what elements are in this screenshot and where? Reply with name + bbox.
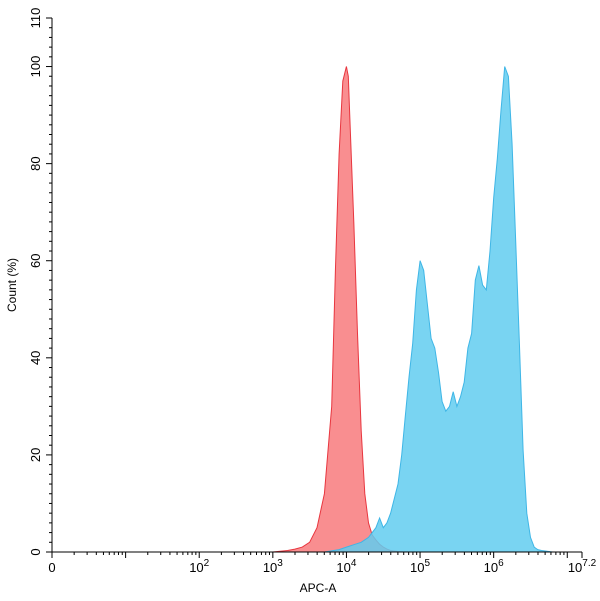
ticks-layer: 0 20 40 60 80 100 110 0 102 103 104 105 106 107.2 xyxy=(28,8,597,575)
x-axis-title: APC-A xyxy=(300,581,337,595)
x-tick-label: 0 xyxy=(48,560,55,575)
y-tick-label: 40 xyxy=(28,351,43,365)
y-tick-label: 80 xyxy=(28,156,43,170)
series-2-area xyxy=(199,66,582,553)
x-tick-label: 107.2 xyxy=(568,558,597,575)
x-tick-label: 105 xyxy=(410,558,430,575)
y-tick-label: 0 xyxy=(28,548,43,555)
x-tick-label: 103 xyxy=(263,558,283,575)
x-tick-label: 106 xyxy=(484,558,504,575)
y-tick-label: 60 xyxy=(28,253,43,267)
y-axis-title: Count (%) xyxy=(5,258,19,312)
y-tick-label: 20 xyxy=(28,448,43,462)
y-tick-label: 100 xyxy=(28,56,43,78)
y-tick-label: 110 xyxy=(28,8,43,29)
series-layer xyxy=(199,66,582,553)
x-tick-label: 104 xyxy=(336,558,356,575)
x-tick-label: 102 xyxy=(189,558,209,575)
